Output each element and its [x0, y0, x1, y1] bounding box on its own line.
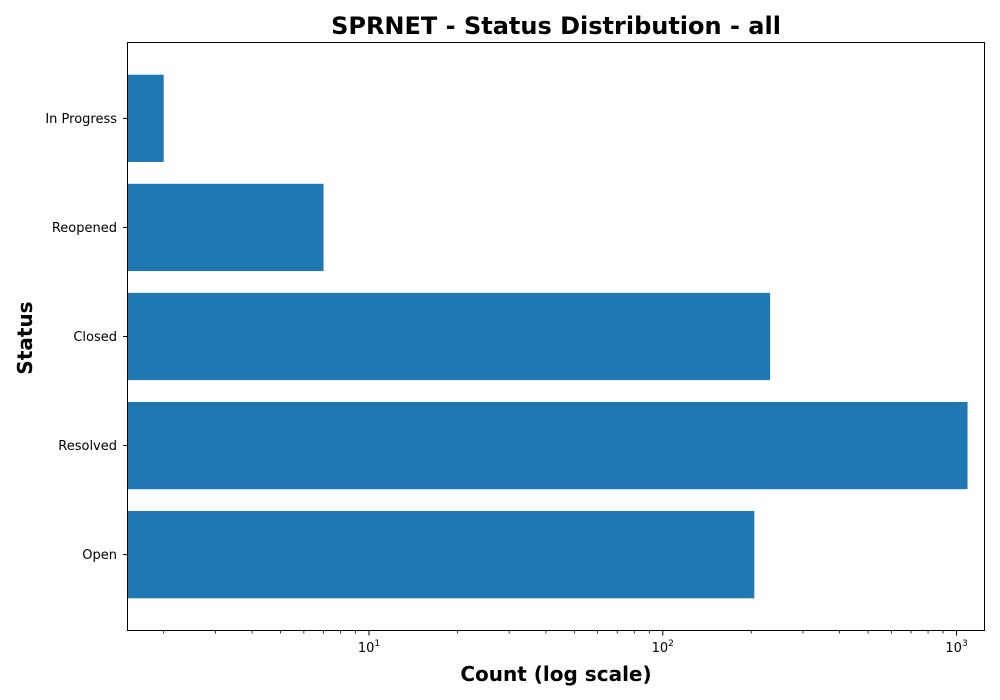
y-tick-label-in-progress: In Progress	[45, 112, 117, 127]
x-axis: 101 102 103	[163, 631, 968, 656]
y-tick-label-reopened: Reopened	[52, 221, 117, 236]
y-axis: Open Resolved Closed Reopened In Progress	[45, 112, 127, 563]
x-tick-label-3: 103	[945, 639, 967, 656]
x-tick-label-2: 102	[652, 639, 674, 656]
y-tick-label-open: Open	[82, 548, 117, 563]
bar-in-progress	[127, 74, 164, 162]
plot-frame	[127, 42, 985, 631]
y-tick-label-resolved: Resolved	[58, 439, 117, 454]
chart-title: SPRNET - Status Distribution - all	[331, 12, 781, 40]
x-tick-label-1: 101	[358, 639, 380, 656]
x-axis-label: Count (log scale)	[460, 662, 651, 686]
bar-resolved	[127, 401, 968, 490]
bars-layer	[127, 74, 968, 599]
y-axis-label: Status	[13, 301, 37, 374]
bar-closed	[127, 292, 771, 381]
y-tick-label-closed: Closed	[73, 330, 117, 345]
bar-reopened	[127, 183, 324, 272]
bar-open	[127, 511, 755, 599]
